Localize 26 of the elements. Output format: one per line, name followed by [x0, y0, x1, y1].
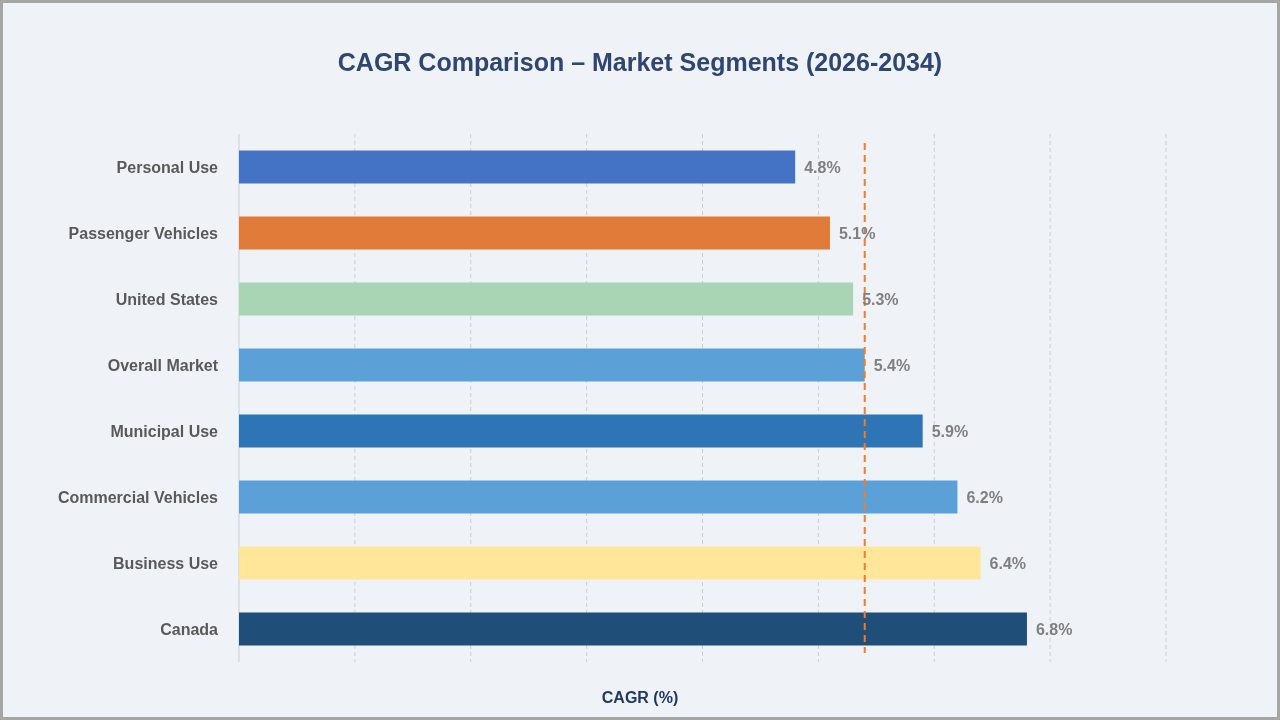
data-label: 5.1%: [838, 224, 876, 242]
bar: [239, 150, 796, 184]
bar: [239, 546, 981, 580]
y-tick-label: Commercial Vehicles: [57, 488, 219, 506]
x-axis-title: CAGR (%): [601, 689, 679, 706]
bar: [239, 480, 958, 514]
y-tick-label: Business Use: [113, 554, 219, 572]
y-tick-label: United States: [115, 290, 219, 308]
y-tick-label: Canada: [160, 620, 219, 638]
bar: [239, 414, 923, 448]
y-tick-label: Passenger Vehicles: [68, 224, 219, 242]
bar: [239, 216, 830, 250]
data-label: 6.4%: [989, 554, 1027, 572]
data-label: 5.3%: [862, 290, 899, 308]
y-tick-label: Municipal Use: [110, 422, 219, 440]
y-tick-label: Personal Use: [116, 158, 219, 176]
y-tick-label: Overall Market: [107, 356, 219, 374]
data-label: 4.8%: [804, 158, 841, 176]
data-label: 5.9%: [931, 422, 969, 440]
bar: [239, 348, 865, 382]
chart-title: CAGR Comparison – Market Segments (2026-2034): [337, 48, 943, 76]
bar: [239, 282, 854, 316]
data-label: 6.8%: [1035, 620, 1073, 638]
bar: [239, 612, 1027, 646]
data-label: 5.4%: [873, 356, 911, 374]
data-label: 6.2%: [966, 488, 1003, 506]
